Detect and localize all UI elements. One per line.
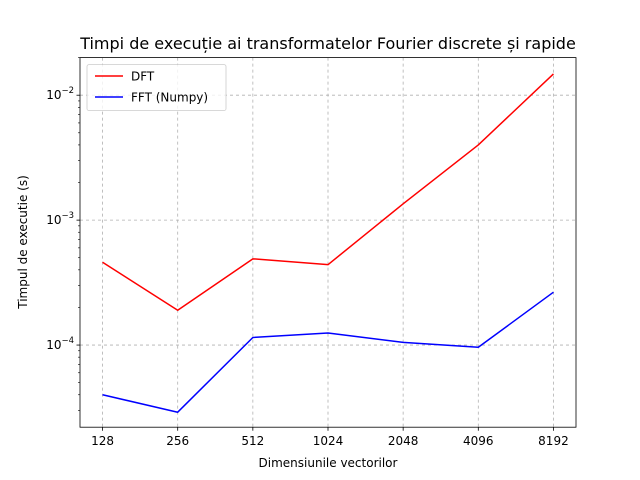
x-tick-label: 4096 (463, 434, 494, 448)
series-lines (102, 73, 554, 413)
legend: DFT FFT (Numpy) (86, 64, 227, 111)
chart-title: Timpi de execuție ai transformatelor Fou… (79, 34, 576, 53)
series-line (102, 291, 554, 413)
x-tick-label: 2048 (388, 434, 419, 448)
legend-label: FFT (Numpy) (131, 91, 208, 105)
x-tick-label: 8192 (538, 434, 569, 448)
x-tick-label: 256 (166, 434, 189, 448)
axis-ticks: 128 256 512 1024 2048 4096 8192 10−4 10−3 10−2 (46, 57, 569, 448)
x-tick-label: 512 (241, 434, 264, 448)
x-tick-label: 128 (91, 434, 114, 448)
grid (80, 57, 576, 428)
y-tick-label: 10−4 (46, 336, 74, 352)
x-tick-label: 1024 (313, 434, 344, 448)
series-line (102, 73, 554, 311)
legend-label: DFT (131, 70, 155, 84)
y-tick-label: 10−3 (46, 211, 74, 227)
y-axis-label: Timpul de executie (s) (16, 175, 30, 310)
y-tick-label: 10−2 (46, 86, 74, 102)
x-axis-label: Dimensiunile vectorilor (259, 456, 398, 470)
